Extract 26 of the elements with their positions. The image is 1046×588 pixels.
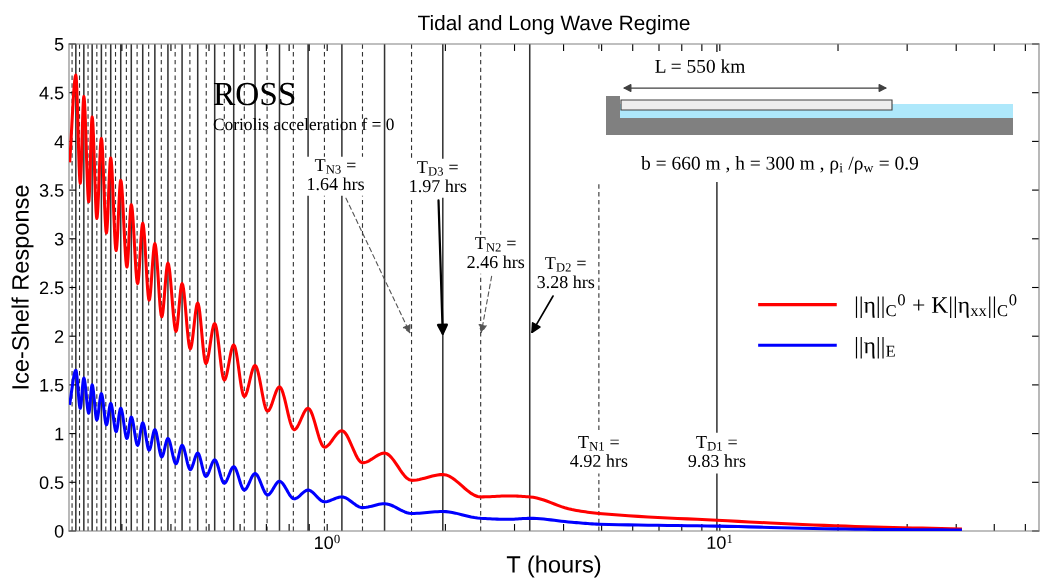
y-tick-label: 0 — [54, 524, 64, 538]
annotation: T$_{D2}$ = 3.28 hrs — [537, 257, 595, 289]
y-tick-label: 1.5 — [40, 379, 64, 392]
x-tick-label: 10$^{0}$ — [315, 534, 340, 550]
y-tick-label: 2.5 — [39, 281, 64, 295]
y-tick-label: 0.5 — [39, 476, 64, 490]
y-tick-label: 2 — [55, 330, 64, 343]
annotation: T$_{N2}$ = 2.46 hrs — [467, 237, 525, 269]
legend-label: ||η||$_{C}$$^{0}$ + K||η$_{xx}$||$_{C}$$^{0}$ — [855, 294, 1017, 318]
annotation: T$_{D3}$ = 1.97 hrs — [410, 161, 467, 193]
x-tick-label: 10$^{1}$ — [707, 534, 733, 550]
annotation: T$_{D1}$ = 9.83 hrs — [688, 436, 746, 468]
y-tick-label: 3.5 — [39, 184, 64, 197]
y-tick-label: 5 — [54, 38, 64, 51]
annotation: T$_{N1}$ = 4.92 hrs — [570, 436, 628, 468]
annotation: T$_{N3}$ = 1.64 hrs — [308, 159, 364, 191]
x-axis-title: T (hours) — [506, 555, 601, 578]
y-tick-label: 1 — [55, 427, 64, 441]
y-axis-title: Ice-Shelf Response — [11, 185, 34, 389]
annotation: L = 550 km — [655, 59, 746, 73]
y-tick-label: 3 — [54, 232, 64, 246]
annotation: b = 660 m , h = 300 m , ρ$_{i}$ /ρ$_{w}$ = 0.9 — [641, 156, 919, 174]
chart-title: Tidal and Long Wave Regime — [418, 15, 690, 35]
y-tick-label: 4.5 — [39, 86, 64, 100]
y-tick-label: 4 — [54, 135, 64, 148]
legend-label: ||η||$_{E}$ — [855, 336, 895, 359]
